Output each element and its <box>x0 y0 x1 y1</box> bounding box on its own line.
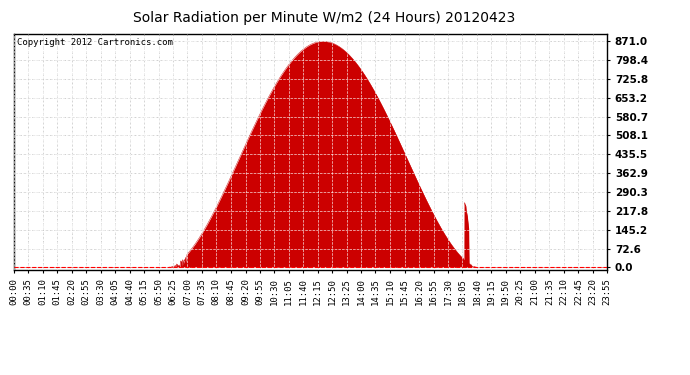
Text: Copyright 2012 Cartronics.com: Copyright 2012 Cartronics.com <box>17 39 172 48</box>
Text: Solar Radiation per Minute W/m2 (24 Hours) 20120423: Solar Radiation per Minute W/m2 (24 Hour… <box>133 11 515 25</box>
